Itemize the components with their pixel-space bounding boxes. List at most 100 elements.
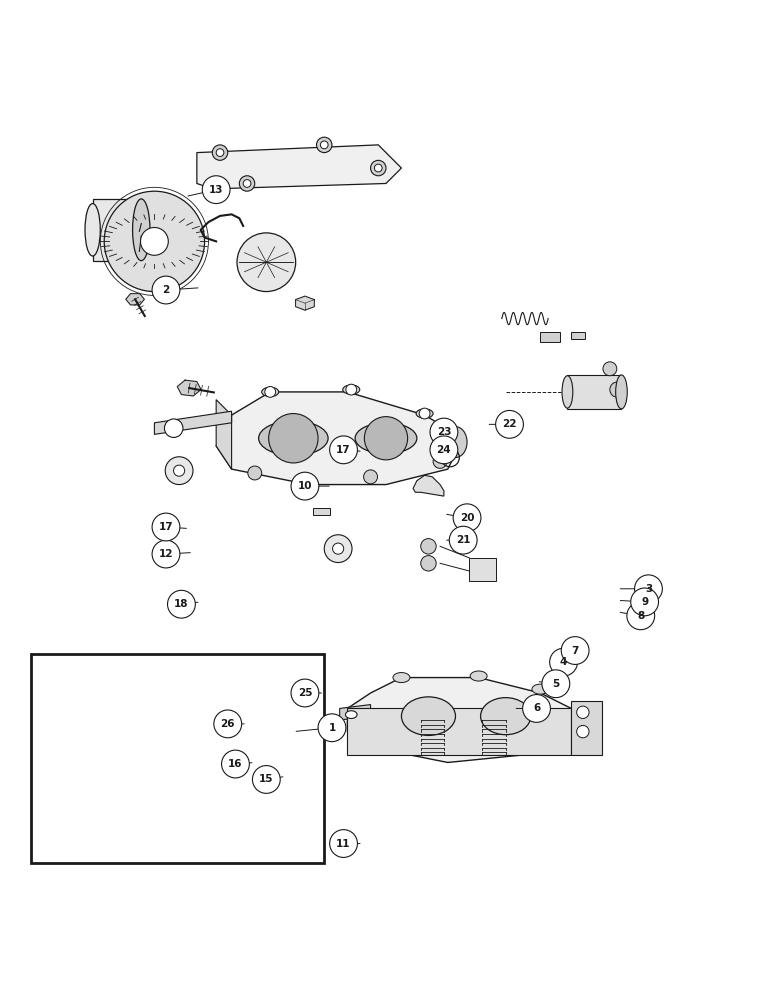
Ellipse shape <box>470 671 487 681</box>
Ellipse shape <box>259 421 328 456</box>
Circle shape <box>152 513 180 541</box>
Circle shape <box>320 141 328 149</box>
Circle shape <box>430 436 458 464</box>
Circle shape <box>374 164 382 172</box>
Circle shape <box>449 526 477 554</box>
Circle shape <box>603 362 617 376</box>
Polygon shape <box>216 400 232 469</box>
Polygon shape <box>347 708 571 755</box>
Text: 8: 8 <box>637 611 645 621</box>
Circle shape <box>453 504 481 532</box>
Ellipse shape <box>444 427 467 458</box>
Text: 4: 4 <box>560 657 567 667</box>
Text: 11: 11 <box>337 839 350 849</box>
Text: 6: 6 <box>533 703 540 713</box>
Circle shape <box>252 766 280 793</box>
Circle shape <box>291 472 319 500</box>
Circle shape <box>317 137 332 153</box>
Text: 26: 26 <box>221 719 235 729</box>
Circle shape <box>141 227 168 255</box>
Circle shape <box>346 384 357 395</box>
Ellipse shape <box>480 698 531 735</box>
Text: 2: 2 <box>162 285 170 295</box>
Circle shape <box>577 725 589 738</box>
Text: 7: 7 <box>571 646 579 656</box>
Circle shape <box>430 418 458 446</box>
Bar <box>571 701 602 755</box>
Text: 10: 10 <box>298 481 312 491</box>
Circle shape <box>523 695 550 722</box>
Ellipse shape <box>532 684 549 694</box>
Circle shape <box>212 145 228 160</box>
Ellipse shape <box>133 199 150 261</box>
Circle shape <box>318 714 346 742</box>
Circle shape <box>421 556 436 571</box>
Text: 22: 22 <box>503 419 516 429</box>
Circle shape <box>610 382 625 397</box>
Polygon shape <box>197 145 401 189</box>
Text: 5: 5 <box>552 679 560 689</box>
Ellipse shape <box>562 376 573 408</box>
Circle shape <box>237 233 296 292</box>
Circle shape <box>214 710 242 738</box>
Bar <box>540 332 560 342</box>
Text: 17: 17 <box>337 445 350 455</box>
Circle shape <box>433 454 447 468</box>
Polygon shape <box>126 294 144 305</box>
Circle shape <box>419 408 430 419</box>
Polygon shape <box>216 392 463 485</box>
Text: 1: 1 <box>328 723 336 733</box>
Bar <box>93 199 141 261</box>
Circle shape <box>243 180 251 187</box>
Circle shape <box>165 457 193 485</box>
Circle shape <box>152 276 180 304</box>
Polygon shape <box>154 411 232 434</box>
Text: 9: 9 <box>641 597 648 607</box>
Text: 13: 13 <box>209 185 223 195</box>
Text: 18: 18 <box>174 599 188 609</box>
Circle shape <box>364 417 408 460</box>
Circle shape <box>635 575 662 603</box>
Bar <box>313 508 330 515</box>
Circle shape <box>631 588 659 616</box>
Circle shape <box>174 465 185 476</box>
Bar <box>31 654 324 863</box>
Circle shape <box>324 535 352 563</box>
Circle shape <box>202 176 230 204</box>
Circle shape <box>542 670 570 698</box>
Polygon shape <box>296 296 314 310</box>
Circle shape <box>168 590 195 618</box>
Circle shape <box>333 543 344 554</box>
Text: 20: 20 <box>460 513 474 523</box>
Text: 17: 17 <box>159 522 173 532</box>
Circle shape <box>627 602 655 630</box>
Circle shape <box>330 830 357 857</box>
Text: 3: 3 <box>645 584 652 594</box>
Polygon shape <box>347 678 571 762</box>
Bar <box>571 332 585 339</box>
Circle shape <box>421 539 436 554</box>
Ellipse shape <box>262 387 279 397</box>
Circle shape <box>496 410 523 438</box>
Circle shape <box>330 436 357 464</box>
Ellipse shape <box>355 423 417 454</box>
Ellipse shape <box>401 697 455 735</box>
Circle shape <box>265 387 276 397</box>
Circle shape <box>222 750 249 778</box>
Circle shape <box>550 648 577 676</box>
Polygon shape <box>413 475 444 496</box>
Bar <box>567 375 621 409</box>
Text: 23: 23 <box>437 427 451 437</box>
Bar <box>469 558 496 581</box>
Circle shape <box>152 540 180 568</box>
Circle shape <box>216 149 224 156</box>
Circle shape <box>164 419 183 437</box>
Ellipse shape <box>345 711 357 718</box>
Ellipse shape <box>393 673 410 683</box>
Circle shape <box>269 414 318 463</box>
Ellipse shape <box>85 204 100 256</box>
Text: 25: 25 <box>298 688 312 698</box>
Circle shape <box>364 470 378 484</box>
Text: 12: 12 <box>159 549 173 559</box>
Circle shape <box>248 466 262 480</box>
